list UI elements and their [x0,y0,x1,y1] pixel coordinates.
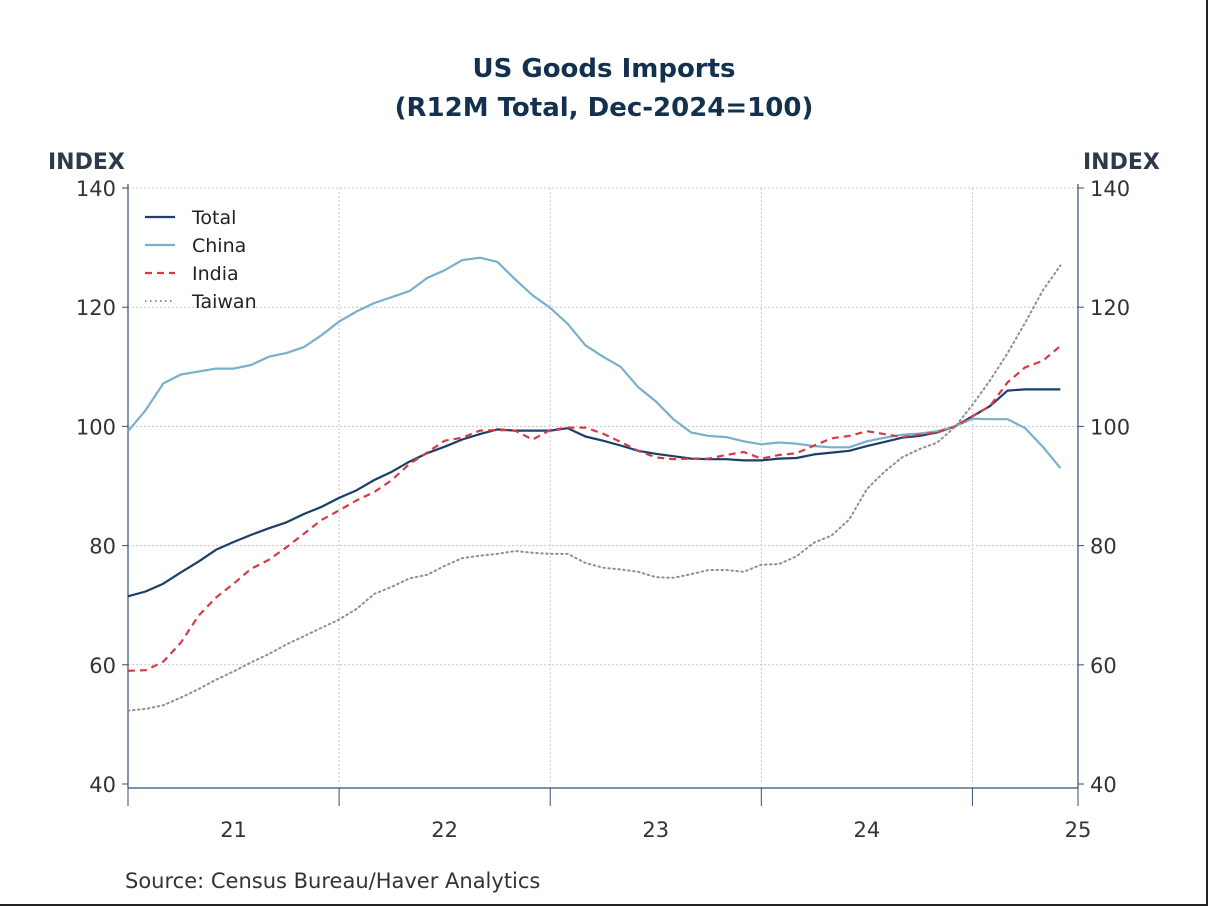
y-tick-label-right: 140 [1090,177,1130,201]
x-tick-label: 21 [220,818,247,842]
y-tick-label-right: 120 [1090,296,1130,320]
x-tick-label: 23 [642,818,669,842]
source-note: Source: Census Bureau/Haver Analytics [125,869,541,893]
gridlines [128,187,1078,784]
chart-subtitle: (R12M Total, Dec-2024=100) [394,93,814,123]
series-line-taiwan [127,264,1062,712]
y-tick-label-left: 80 [89,535,116,559]
y-tick-label-right: 100 [1090,415,1130,439]
legend: Total China India Taiwan [145,207,257,313]
x-tick-label: 24 [854,818,881,842]
x-tick-label: 25 [1065,818,1092,842]
series-line-india [127,345,1062,672]
y-tick-label-left: 100 [76,415,116,439]
y-tick-label-right: 40 [1090,773,1117,797]
legend-label-china: China [192,235,246,257]
legend-label-india: India [192,263,239,285]
x-tick-label: 22 [431,818,458,842]
left-axis-title: INDEX [48,150,125,175]
y-tick-label-left: 140 [76,177,116,201]
y-tick-label-left: 60 [89,654,116,678]
y-tick-label-left: 40 [89,773,116,797]
chart-title: US Goods Imports [472,54,736,84]
y-tick-label-left: 120 [76,296,116,320]
legend-label-taiwan: Taiwan [191,291,257,313]
series-lines [127,256,1062,712]
series-line-china [127,256,1062,469]
y-tick-label-right: 60 [1090,654,1117,678]
axes: 40 40 60 60 80 80 100 100 120 120 140 140 21 22 23 24 25 [76,177,1130,842]
legend-label-total: Total [191,207,236,229]
y-tick-label-right: 80 [1090,535,1117,559]
right-axis-title: INDEX [1083,150,1160,175]
